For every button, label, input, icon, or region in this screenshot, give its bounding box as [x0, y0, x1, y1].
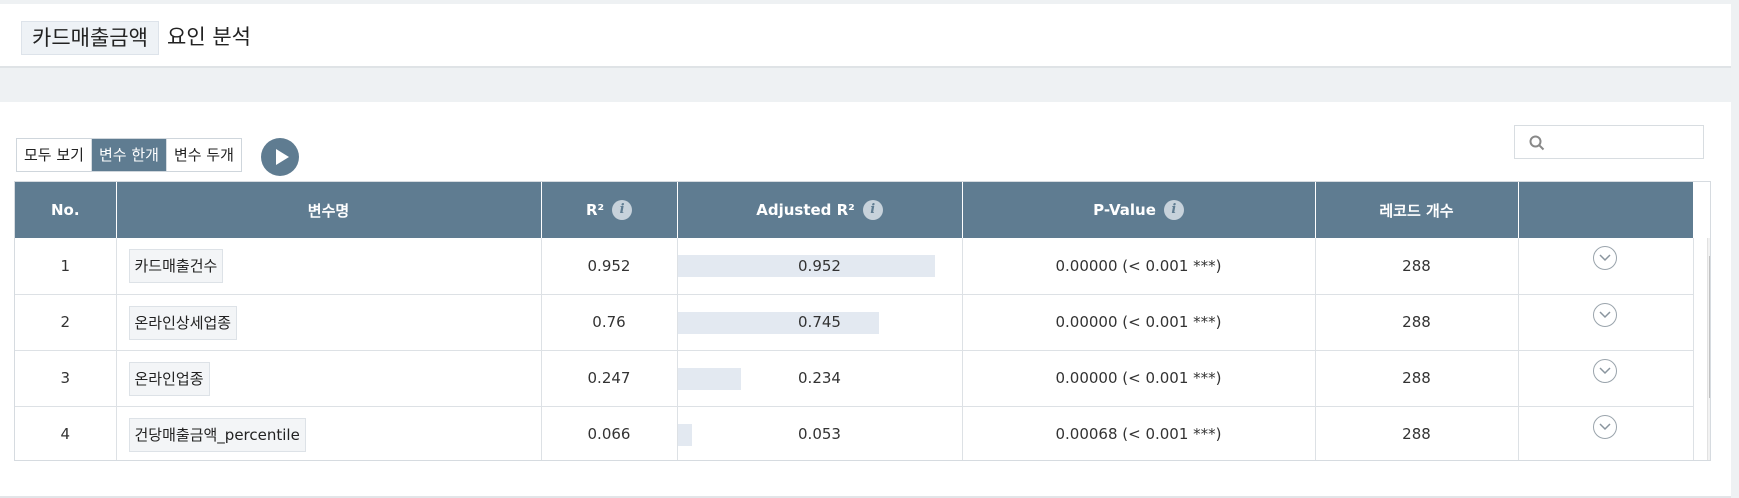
- target-variable-chip: 카드매출금액: [21, 21, 159, 55]
- chevron-down-icon: [1598, 366, 1611, 374]
- search-box: [1514, 125, 1704, 159]
- single-variable-button[interactable]: 변수 한개: [91, 139, 167, 171]
- chevron-down-icon: [1598, 310, 1611, 318]
- info-icon[interactable]: i: [862, 200, 883, 220]
- r2-value: 0.066: [541, 406, 678, 460]
- adjusted-r2-bar: [677, 255, 935, 277]
- r2-value: 0.76: [541, 294, 678, 351]
- table-row: 4 건당매출금액_percentile 0.066 0.053 0.00068 …: [15, 406, 1694, 460]
- record-count: 288: [1315, 350, 1519, 407]
- header-variable-name[interactable]: 변수명: [116, 182, 542, 238]
- row-number: 1: [15, 238, 117, 295]
- chevron-down-icon: [1598, 422, 1611, 430]
- adjusted-r2-bar: [677, 423, 692, 446]
- p-value: 0.00068 (< 0.001 ***): [962, 406, 1316, 460]
- adjusted-r2-bar: [677, 367, 741, 390]
- record-count: 288: [1315, 238, 1519, 295]
- row-number: 3: [15, 350, 117, 407]
- header-actions: [1518, 182, 1694, 238]
- info-icon[interactable]: i: [1163, 200, 1184, 220]
- adjusted-r2-value: 0.053: [798, 425, 841, 443]
- page-header: 카드매출금액 요인 분석: [0, 4, 1731, 68]
- variable-chip[interactable]: 온라인상세업종: [128, 305, 238, 340]
- p-value: 0.00000 (< 0.001 ***): [962, 350, 1316, 407]
- header-r2[interactable]: R² i: [541, 182, 678, 238]
- info-icon[interactable]: i: [612, 200, 633, 220]
- expand-button[interactable]: [1592, 414, 1617, 439]
- r2-value: 0.952: [541, 238, 678, 295]
- variable-chip[interactable]: 건당매출금액_percentile: [128, 417, 306, 452]
- table-row: 1 카드매출건수 0.952 0.952 0.00000 (< 0.001 **…: [15, 238, 1694, 295]
- view-mode-toggle: 모두 보기 변수 한개 변수 두개: [16, 138, 242, 172]
- expand-button[interactable]: [1592, 246, 1617, 270]
- chevron-down-icon: [1598, 254, 1611, 262]
- scroll-thumb[interactable]: [1709, 256, 1710, 398]
- page-title: 요인 분석: [167, 25, 251, 49]
- p-value: 0.00000 (< 0.001 ***): [962, 238, 1316, 295]
- adjusted-r2-bar: [677, 311, 879, 334]
- play-icon: [276, 149, 289, 165]
- table-scrollbar[interactable]: [1707, 238, 1710, 460]
- results-table: No. 변수명 R² i Adjusted R² i P-Value i 레코드…: [14, 181, 1711, 461]
- adjusted-r2-value: 0.234: [798, 369, 841, 387]
- header-p-value[interactable]: P-Value i: [962, 182, 1316, 238]
- row-number: 2: [15, 294, 117, 351]
- search-icon: [1529, 135, 1545, 151]
- variable-chip[interactable]: 온라인업종: [128, 361, 210, 396]
- p-value: 0.00000 (< 0.001 ***): [962, 294, 1316, 351]
- record-count: 288: [1315, 406, 1519, 460]
- run-button[interactable]: [261, 138, 299, 176]
- header-no[interactable]: No.: [15, 182, 117, 238]
- adjusted-r2-value: 0.745: [798, 313, 841, 331]
- header-record-count[interactable]: 레코드 개수: [1315, 182, 1519, 238]
- adjusted-r2-value: 0.952: [798, 256, 841, 275]
- two-variables-button[interactable]: 변수 두개: [173, 146, 234, 164]
- variable-chip[interactable]: 카드매출건수: [128, 249, 224, 283]
- expand-button[interactable]: [1592, 358, 1617, 383]
- row-number: 4: [15, 406, 117, 460]
- header-adjusted-r2[interactable]: Adjusted R² i: [677, 182, 963, 238]
- table-row: 3 온라인업종 0.247 0.234 0.00000 (< 0.001 ***…: [15, 350, 1694, 407]
- table-header-row: No. 변수명 R² i Adjusted R² i P-Value i 레코드…: [15, 182, 1694, 238]
- r2-value: 0.247: [541, 350, 678, 407]
- expand-button[interactable]: [1592, 302, 1617, 327]
- table-row: 2 온라인상세업종 0.76 0.745 0.00000 (< 0.001 **…: [15, 294, 1694, 351]
- record-count: 288: [1315, 294, 1519, 351]
- view-all-button[interactable]: 모두 보기: [17, 139, 92, 171]
- search-input[interactable]: [1553, 130, 1697, 156]
- analysis-panel: 모두 보기 변수 한개 변수 두개 No. 변수명: [0, 102, 1731, 498]
